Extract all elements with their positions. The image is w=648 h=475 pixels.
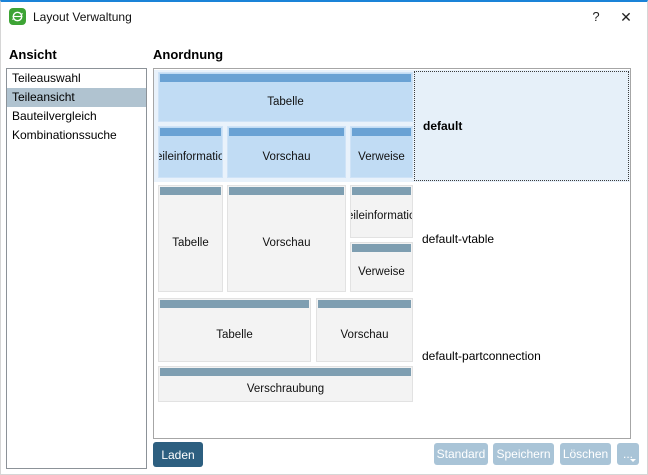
mini-panel-teileinformation: Teileinformation xyxy=(158,126,223,178)
ansicht-header: Ansicht xyxy=(9,47,57,62)
mini-panel-titlebar xyxy=(160,128,221,136)
mini-panel-titlebar xyxy=(352,244,411,252)
mini-panel-verschraubung: Verschraubung xyxy=(158,366,413,402)
titlebar: Layout Verwaltung ? ✕ xyxy=(1,2,647,32)
mini-panel-label: Tabelle xyxy=(216,328,253,341)
mini-panel-label: Tabelle xyxy=(267,95,304,108)
mini-panel-titlebar xyxy=(352,128,411,136)
mini-panel-tabelle: Tabelle xyxy=(158,185,223,292)
layout-row-default[interactable]: Tabelle Teileinformation Vorschau Verwei… xyxy=(154,70,630,182)
standard-button[interactable]: Standard xyxy=(434,443,488,465)
mini-panel-label: Verweise xyxy=(358,150,405,163)
mini-panel-titlebar xyxy=(352,187,411,195)
layout-row-default-partconnection[interactable]: Tabelle Vorschau Verschraubung default-p… xyxy=(154,296,630,416)
anordnung-header: Anordnung xyxy=(153,47,224,62)
mini-panel-vorschau: Vorschau xyxy=(227,185,346,292)
mini-panel-titlebar xyxy=(160,300,309,308)
mini-panel-label: Teileinformation xyxy=(351,210,412,222)
mini-panel-label: Vorschau xyxy=(262,150,311,163)
circular-arrows-glyph xyxy=(12,11,23,22)
view-list-item-teileauswahl[interactable]: Teileauswahl xyxy=(12,71,81,85)
more-options-label: ... xyxy=(622,447,633,461)
mini-panel-tabelle: Tabelle xyxy=(158,72,413,122)
window-title: Layout Verwaltung xyxy=(33,10,132,24)
mini-panel-titlebar xyxy=(229,187,344,195)
mini-panel-teileinformation: Teileinformation xyxy=(350,185,413,238)
mini-panel-label: Vorschau xyxy=(262,237,311,249)
mini-panel-titlebar xyxy=(318,300,411,308)
mini-panel-label: Teileinformation xyxy=(159,150,222,163)
speichern-button[interactable]: Speichern xyxy=(493,443,554,465)
layout-row-default-vtable[interactable]: Tabelle Vorschau Teileinformation Verwei… xyxy=(154,183,630,295)
app-icon xyxy=(9,8,26,25)
view-list: Teileauswahl Teileansicht Bauteilverglei… xyxy=(6,68,147,469)
layout-name-focus-rect: default xyxy=(414,71,629,181)
more-options-button[interactable]: ... xyxy=(617,443,639,465)
mini-panel-tabelle: Tabelle xyxy=(158,298,311,362)
layout-name: default-vtable xyxy=(422,232,495,246)
mini-panel-label: Tabelle xyxy=(172,237,209,249)
view-list-item-bauteilvergleich[interactable]: Bauteilvergleich xyxy=(12,109,97,123)
view-list-item-kombinationssuche[interactable]: Kombinationssuche xyxy=(12,128,117,142)
mini-panel-vorschau: Vorschau xyxy=(316,298,413,362)
dropdown-arrow-icon xyxy=(630,459,636,462)
loeschen-button[interactable]: Löschen xyxy=(560,443,611,465)
close-icon[interactable]: ✕ xyxy=(620,9,632,25)
mini-panel-label: Verschraubung xyxy=(246,382,325,395)
view-list-item-teileansicht[interactable]: Teileansicht xyxy=(7,88,146,107)
help-button[interactable]: ? xyxy=(592,9,600,24)
layout-name: default-partconnection xyxy=(422,349,541,363)
layout-name: default xyxy=(423,119,463,133)
laden-button[interactable]: Laden xyxy=(153,442,203,467)
mini-panel-vorschau: Vorschau xyxy=(227,126,346,178)
mini-panel-titlebar xyxy=(229,128,344,136)
mini-panel-label: Vorschau xyxy=(340,328,389,341)
mini-panel-titlebar xyxy=(160,74,411,82)
layout-list: Tabelle Teileinformation Vorschau Verwei… xyxy=(153,68,631,439)
mini-panel-titlebar xyxy=(160,368,411,376)
mini-panel-titlebar xyxy=(160,187,221,195)
mini-panel-verweise: Verweise xyxy=(350,242,413,292)
mini-panel-label: Verweise xyxy=(358,265,405,278)
mini-panel-verweise: Verweise xyxy=(350,126,413,178)
